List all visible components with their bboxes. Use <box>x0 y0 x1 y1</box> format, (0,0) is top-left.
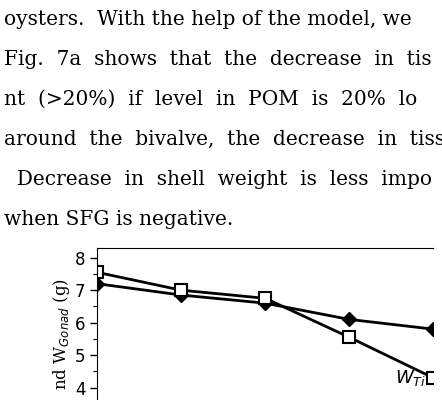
Text: $W_{Ti}$: $W_{Ti}$ <box>395 368 427 388</box>
Text: Decrease  in  shell  weight  is  less  impo: Decrease in shell weight is less impo <box>4 170 432 189</box>
Text: when SFG is negative.: when SFG is negative. <box>4 210 234 229</box>
Text: nt  (>20%)  if  level  in  POM  is  20%  lo: nt (>20%) if level in POM is 20% lo <box>4 90 418 109</box>
Y-axis label: nd W$_{Gonad}$ (g): nd W$_{Gonad}$ (g) <box>51 278 72 390</box>
Text: oysters.  With the help of the model, we: oysters. With the help of the model, we <box>4 10 412 29</box>
Text: around  the  bivalve,  the  decrease  in  tiss: around the bivalve, the decrease in tiss <box>4 130 442 149</box>
Text: Fig.  7a  shows  that  the  decrease  in  tis: Fig. 7a shows that the decrease in tis <box>4 50 432 69</box>
